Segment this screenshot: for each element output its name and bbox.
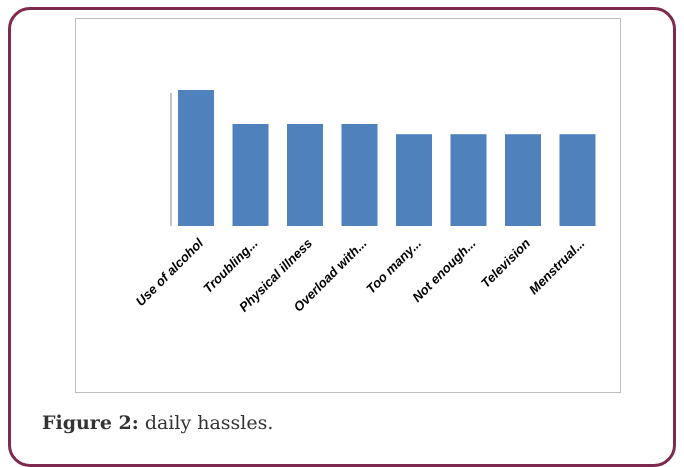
figure-caption: Figure 2: daily hassles. [42, 412, 273, 434]
bar-1 [178, 90, 214, 226]
caption-label: Figure 2: [42, 412, 139, 434]
x-tick-label-8: Menstrual... [526, 236, 588, 298]
x-tick-label-7: Television [478, 235, 533, 290]
bar-2 [232, 124, 269, 226]
chart-frame: Use of alcohol Troubling... Physical illne… [75, 18, 621, 393]
bar-7 [505, 134, 541, 226]
bar-5 [396, 134, 432, 226]
bar-4 [341, 124, 378, 226]
x-tick-label-1: Use of alcohol [133, 235, 207, 309]
bar-3 [287, 124, 323, 226]
bar-8 [559, 134, 596, 226]
caption-text: daily hassles. [144, 412, 274, 434]
x-tick-label-2: Troubling... [200, 236, 260, 296]
bars-group [178, 90, 596, 226]
bar-6 [450, 134, 487, 226]
